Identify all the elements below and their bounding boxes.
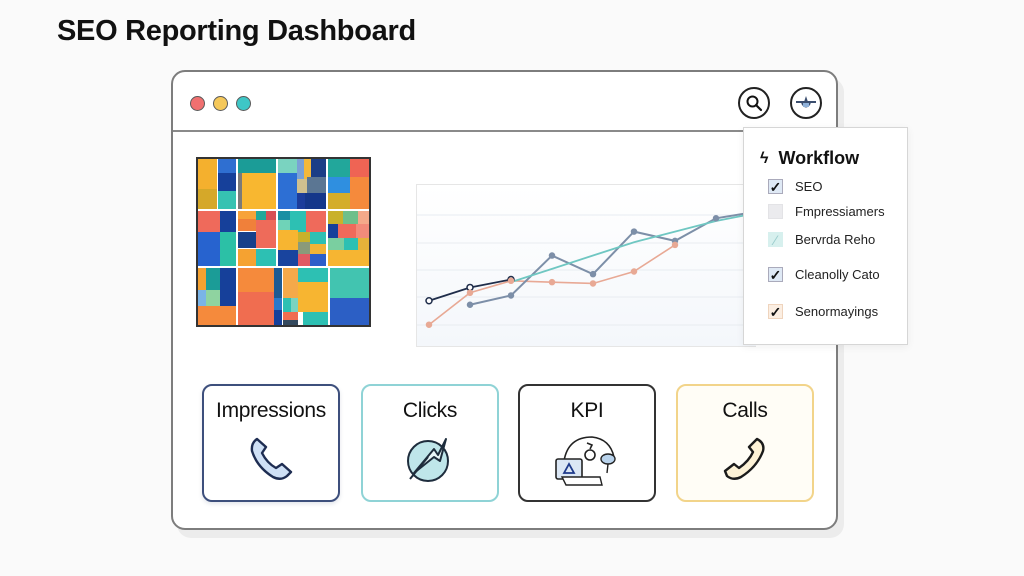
lightning-icon: ϟ (760, 149, 769, 167)
workflow-item-label: Bervrda Reho (795, 232, 876, 247)
checkbox-seo[interactable]: ✓ (768, 178, 783, 195)
clicks-card[interactable]: Clicks (361, 384, 499, 502)
workflow-item-label: Fmpressiamers (795, 204, 885, 219)
workflow-panel: ϟ Workflow ✓ SEO Fmpressiamers ⁄ Bervrda… (743, 127, 908, 345)
workflow-item-label: Cleanolly Cato (795, 267, 880, 282)
treemap-chart[interactable] (196, 157, 371, 327)
workflow-item-impressions[interactable]: Fmpressiamers (768, 204, 885, 219)
workflow-item-backlinks[interactable]: ⁄ Bervrda Reho (768, 232, 875, 247)
calls-card-label: Calls (722, 399, 768, 422)
app-window: Impressions Clicks KPI Calls (171, 70, 838, 530)
minimize-window-button[interactable] (213, 96, 228, 111)
kpi-collage-icon (555, 436, 616, 486)
workflow-item-cleanolly[interactable]: ✓ Cleanolly Cato (768, 267, 880, 282)
profile-button[interactable] (790, 87, 822, 119)
kpi-card-label: KPI (570, 399, 604, 422)
maximize-window-button[interactable] (236, 96, 251, 111)
checkbox-backlinks[interactable]: ⁄ (768, 232, 783, 247)
phone-icon (723, 437, 765, 480)
impressions-card-label: Impressions (216, 399, 326, 422)
workflow-panel-title: ϟ Workflow (760, 148, 859, 169)
line-chart-svg (417, 208, 761, 328)
workflow-item-label: Senormayings (795, 304, 879, 319)
airplane-icon (796, 96, 816, 108)
refresh-arrows-icon (407, 438, 449, 482)
checkbox-cleanolly[interactable]: ✓ (768, 266, 783, 283)
search-button[interactable] (738, 87, 770, 119)
workflow-item-seo[interactable]: ✓ SEO (768, 179, 822, 194)
search-icon (746, 95, 763, 112)
kpi-card[interactable]: KPI (518, 384, 656, 502)
impressions-card[interactable]: Impressions (202, 384, 340, 502)
checkbox-senormayings[interactable]: ✓ (768, 303, 783, 320)
window-titlebar (173, 72, 836, 132)
workflow-item-label: SEO (795, 179, 823, 194)
checkbox-impressions[interactable] (768, 204, 783, 219)
calls-card[interactable]: Calls (676, 384, 814, 502)
page-title: SEO Reporting Dashboard (57, 15, 416, 47)
workflow-title-text: Workflow (778, 148, 860, 168)
trend-line-chart[interactable] (416, 184, 761, 347)
clicks-card-label: Clicks (402, 399, 458, 422)
phone-icon (250, 437, 293, 480)
workflow-item-senormayings[interactable]: ✓ Senormayings (768, 304, 878, 319)
close-window-button[interactable] (190, 96, 205, 111)
